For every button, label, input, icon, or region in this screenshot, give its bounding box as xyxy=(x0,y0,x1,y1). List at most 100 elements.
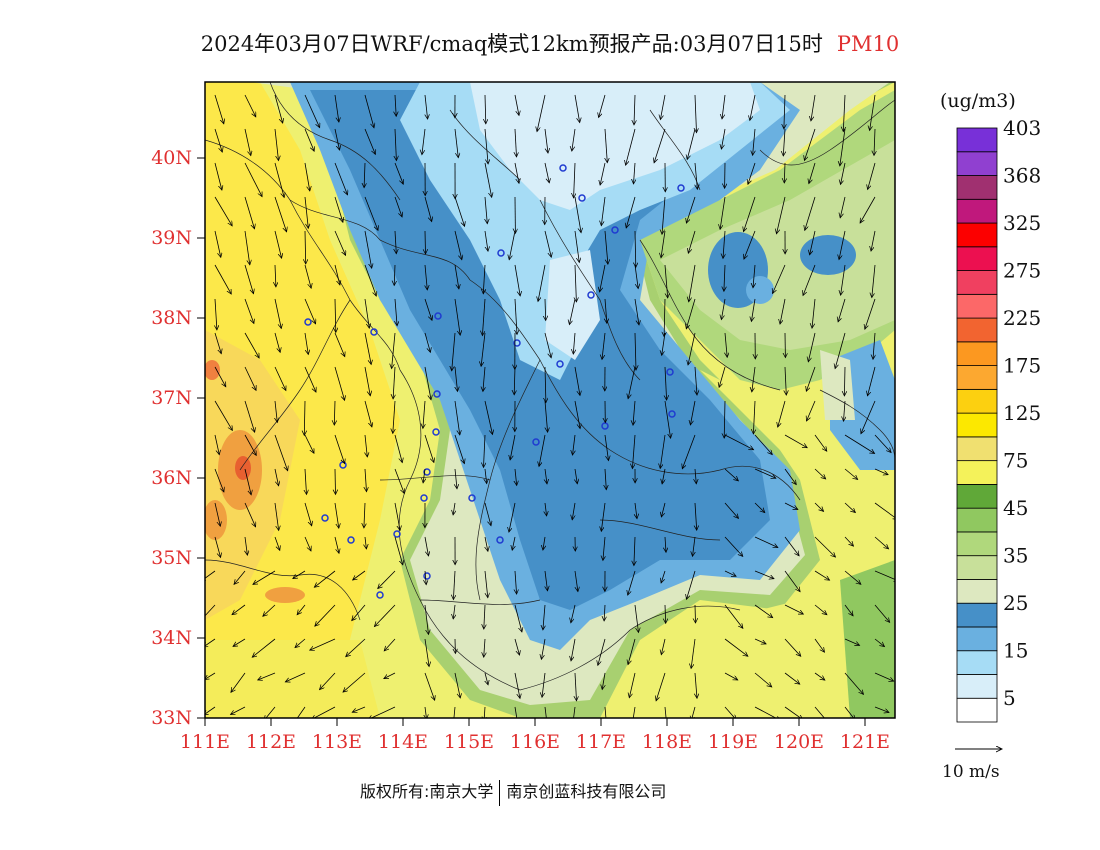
wind-arrow xyxy=(682,434,696,469)
wind-arrow xyxy=(394,536,403,565)
wind-arrow xyxy=(844,638,860,645)
wind-arrow xyxy=(334,434,345,464)
wind-arrow xyxy=(515,128,517,157)
wind-arrow xyxy=(455,366,458,391)
wind-arrow xyxy=(334,536,339,553)
wind-arrow xyxy=(364,196,378,230)
lat-label: 38N xyxy=(151,307,192,329)
colorbar-swatch xyxy=(956,341,998,366)
wind-arrow xyxy=(753,400,755,434)
wind-vectors xyxy=(205,94,895,718)
wind-arrow xyxy=(454,264,459,289)
wind-arrow xyxy=(773,264,786,294)
wind-arrow xyxy=(805,196,816,230)
wind-arrow xyxy=(865,298,876,329)
wind-arrow xyxy=(484,230,488,251)
colorbar-label: 175 xyxy=(1003,354,1041,378)
wind-arrow xyxy=(244,196,255,229)
wind-arrow xyxy=(395,94,396,116)
wind-arrow xyxy=(840,196,846,218)
wind-arrow xyxy=(510,434,516,460)
colorbar-swatch xyxy=(956,127,998,153)
colorbar-label: 368 xyxy=(1003,164,1041,188)
colorbar-label: 125 xyxy=(1003,401,1041,425)
wind-arrow xyxy=(244,94,256,117)
wind-arrow xyxy=(571,604,576,623)
wind-arrow xyxy=(244,128,251,156)
wind-arrow xyxy=(575,468,577,484)
colorbar-swatch xyxy=(956,365,998,390)
wind-arrow xyxy=(754,604,773,618)
wind-arrow xyxy=(274,162,284,198)
wind-arrow xyxy=(296,706,306,718)
wind-arrow xyxy=(724,502,739,518)
wind-arrow xyxy=(245,536,247,555)
wind-arrow xyxy=(574,94,580,123)
wind-arrow xyxy=(274,502,279,531)
wind-arrow xyxy=(656,672,666,701)
wind-arrow xyxy=(844,366,845,396)
wind-arrow xyxy=(484,706,485,718)
wind-arrow xyxy=(335,298,336,332)
wind-arrow xyxy=(598,638,606,665)
wind-arrow xyxy=(514,672,520,698)
wind-arrow xyxy=(544,332,551,358)
wind-arrow xyxy=(662,196,666,234)
wind-arrow xyxy=(244,366,256,390)
wind-arrow xyxy=(310,638,336,650)
wind-arrow xyxy=(634,264,638,289)
wind-arrow xyxy=(784,502,798,510)
wind-arrow xyxy=(603,536,605,561)
wind-arrow xyxy=(395,230,396,254)
wind-arrow xyxy=(544,706,547,718)
wind-arrow xyxy=(274,298,281,329)
wind-arrow xyxy=(654,128,666,163)
wind-arrow xyxy=(660,434,666,469)
longitude-axis: 111E 112E 113E 114E 115E 116E 117E 118E 119E 120E… xyxy=(180,718,890,753)
wind-arrow xyxy=(514,604,522,632)
wind-arrow xyxy=(512,536,515,550)
wind-arrow xyxy=(723,230,725,258)
wind-arrow xyxy=(573,434,576,455)
colorbar-label: 25 xyxy=(1003,591,1028,615)
wind-arrow xyxy=(395,128,396,161)
wind-arrow xyxy=(754,536,778,548)
wind-arrow xyxy=(807,400,816,421)
wind-arrow xyxy=(231,672,246,692)
wind-arrow xyxy=(481,332,486,366)
concentration-field xyxy=(205,82,895,718)
wind-arrow xyxy=(364,162,365,188)
wind-arrow xyxy=(346,638,366,657)
wind-arrow xyxy=(634,298,639,325)
wind-arrow xyxy=(483,366,485,392)
wind-arrow xyxy=(599,94,606,118)
wind-arrow xyxy=(634,162,636,184)
wind-arrow xyxy=(544,128,548,153)
wind-arrow xyxy=(628,570,636,595)
wind-arrow xyxy=(686,196,696,223)
wind-arrow xyxy=(874,536,889,549)
wind-arrow xyxy=(274,196,287,232)
wind-arrow xyxy=(214,366,226,387)
wind-arrow xyxy=(874,706,889,713)
wind-arrow xyxy=(253,570,276,584)
wind-arrow xyxy=(514,162,519,183)
credit-left: 版权所有:南京大学 xyxy=(360,782,494,801)
wind-arrow xyxy=(484,400,493,435)
wind-arrow xyxy=(214,536,221,558)
wind-arrow xyxy=(334,332,345,357)
wind-arrow xyxy=(334,94,339,122)
wind-arrow xyxy=(423,400,425,428)
wind-arrow xyxy=(545,468,547,484)
wind-arrow xyxy=(777,196,786,234)
wind-arrow xyxy=(843,94,845,132)
wind-arrow xyxy=(785,366,786,395)
wind-arrow xyxy=(600,264,606,292)
wind-arrow xyxy=(205,604,216,621)
wind-arrow xyxy=(633,400,635,425)
wind-arrow xyxy=(515,298,517,335)
wind-arrow xyxy=(690,400,696,425)
wind-arrow xyxy=(485,94,486,124)
map-title: 2024年03月07日WRF/cmaq模式12km预报产品:03月07日15时 P… xyxy=(0,28,1100,58)
